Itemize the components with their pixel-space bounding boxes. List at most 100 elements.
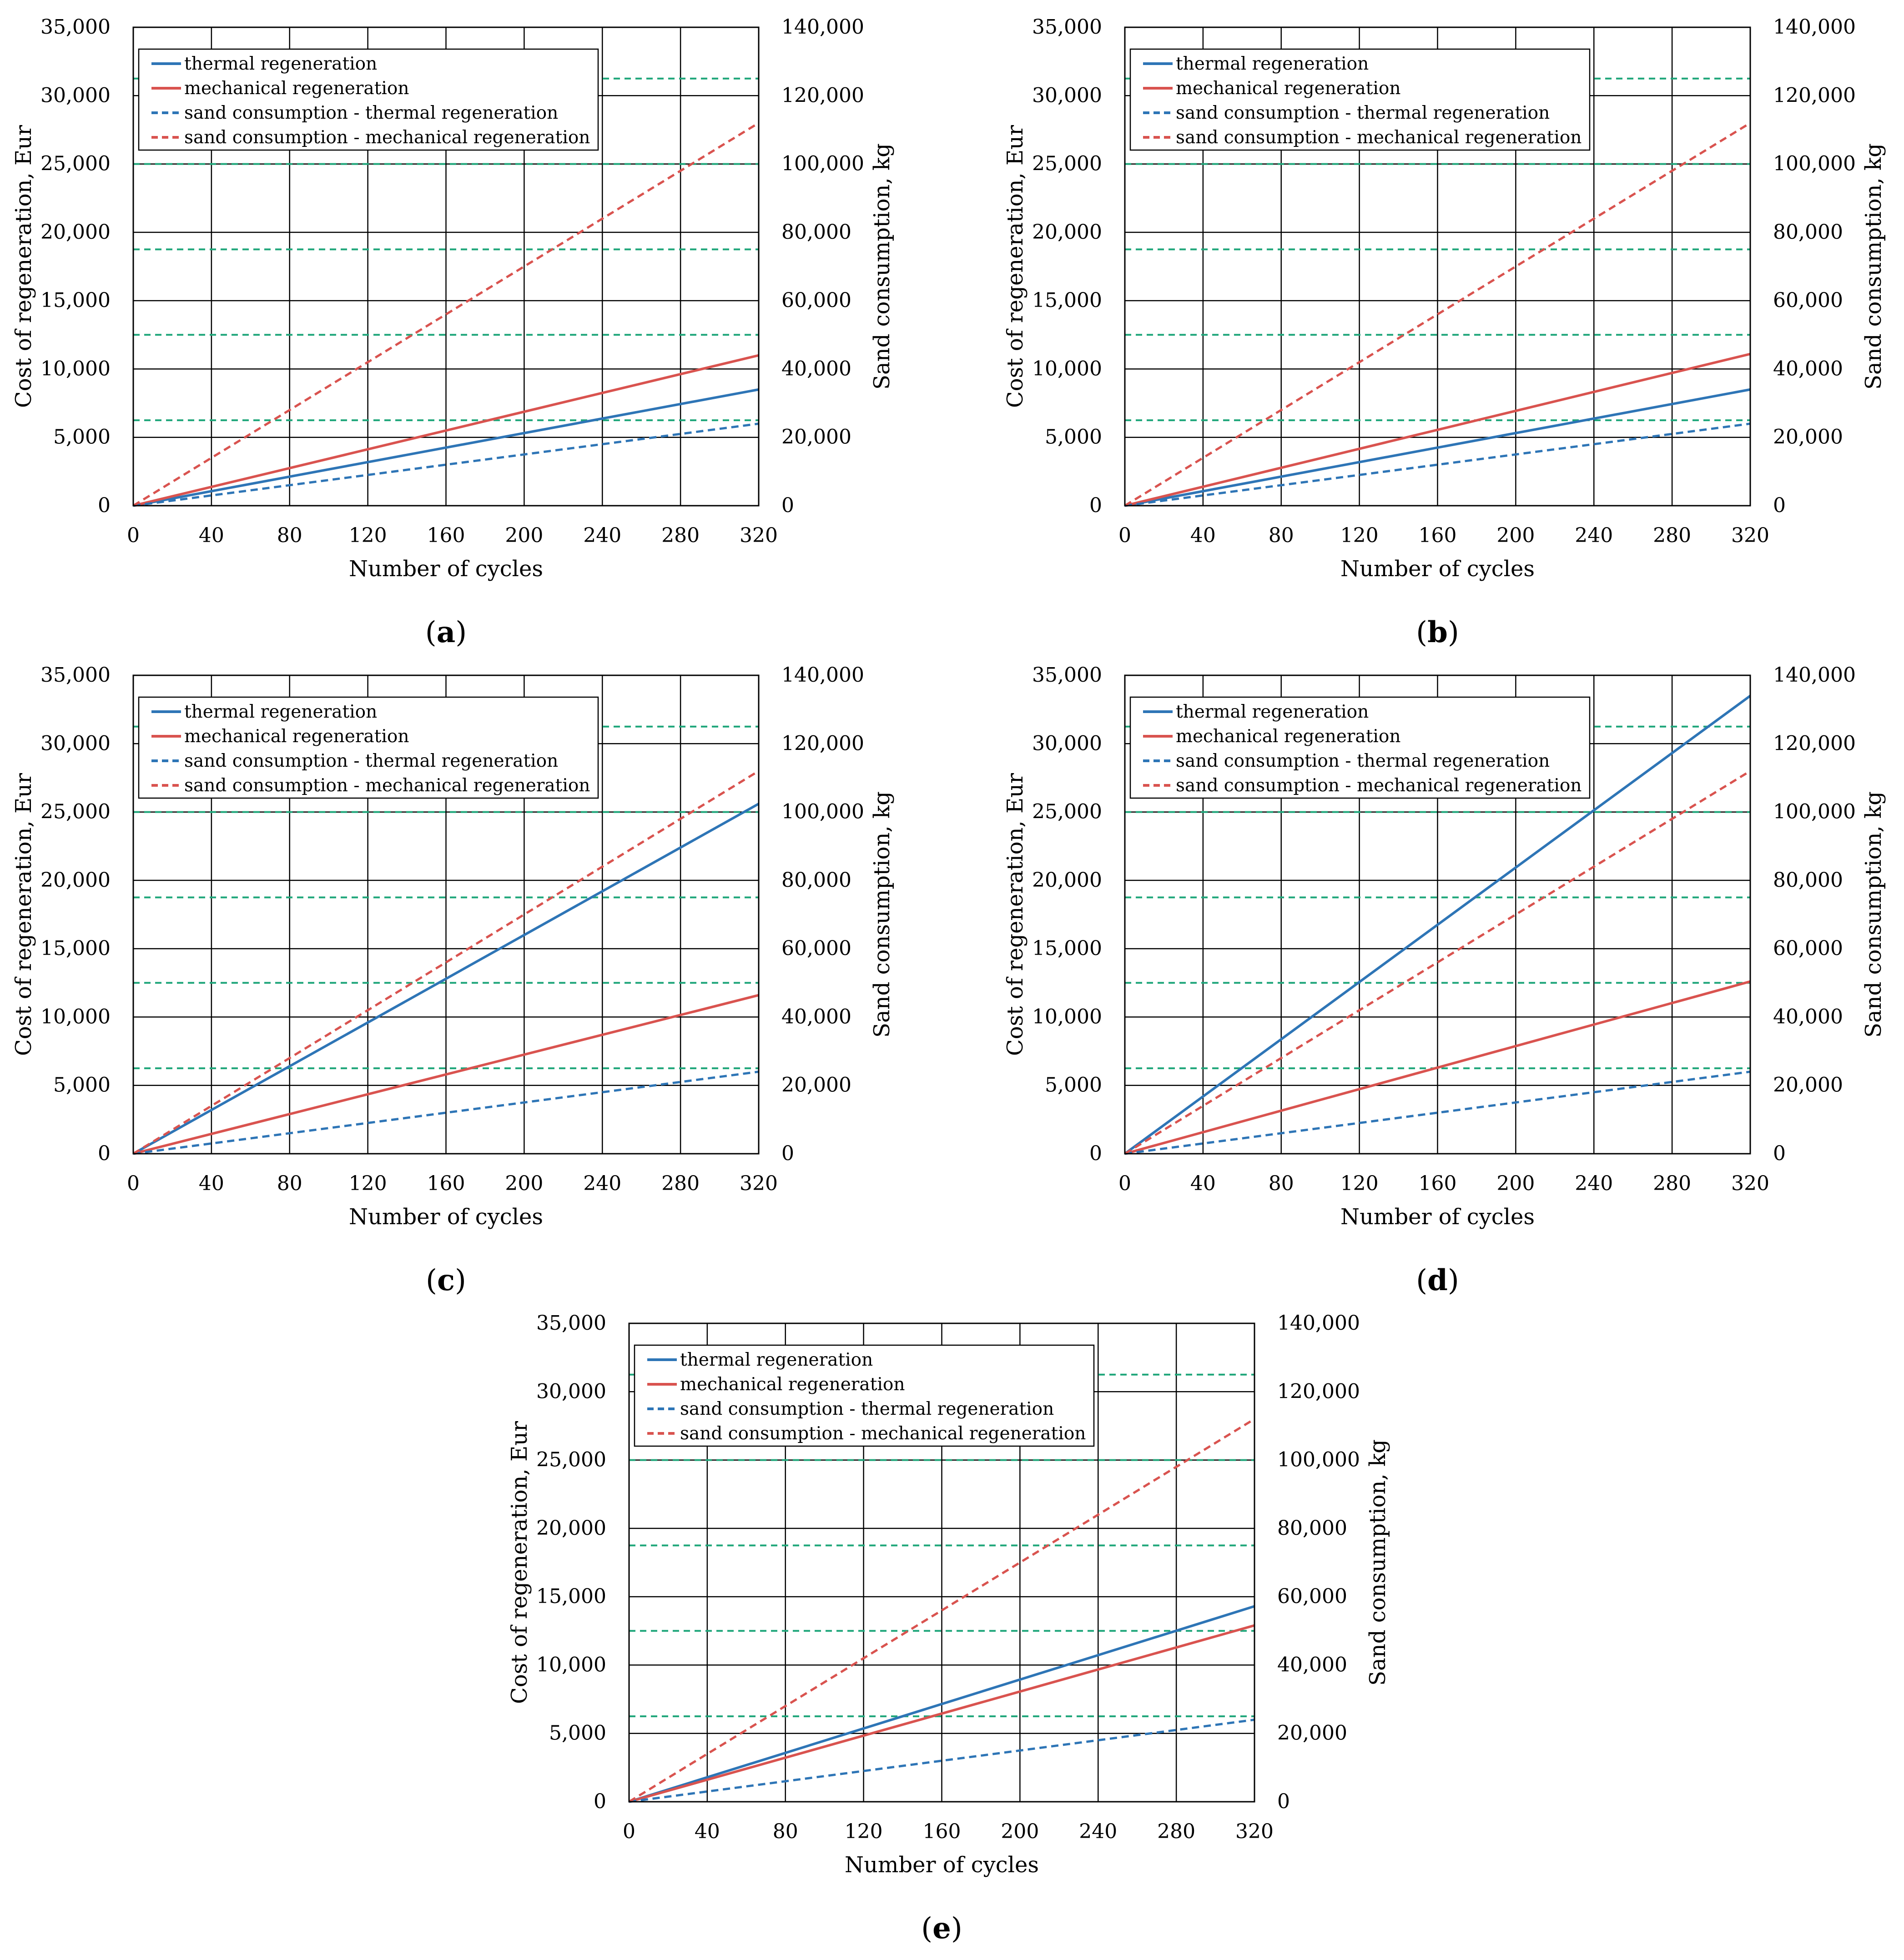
y-left-tick: 30,000 <box>536 1380 606 1403</box>
y-right-tick: 140,000 <box>1773 663 1856 687</box>
caption-open-paren: ( <box>921 1912 932 1945</box>
legend-entry: sand consumption - mechanical regenerati… <box>1176 127 1582 148</box>
x-tick: 40 <box>199 524 224 547</box>
y-right-tick: 40,000 <box>1773 1005 1843 1028</box>
series-line-4 <box>1124 770 1751 1155</box>
y-right-tick: 60,000 <box>1773 289 1843 312</box>
y-left-tick: 0 <box>98 494 111 517</box>
caption-close-paren: ) <box>455 616 467 649</box>
legend-entry: sand consumption - thermal regeneration <box>1176 751 1550 771</box>
panel-caption: (c) <box>426 1263 466 1297</box>
legend-entry: mechanical regeneration <box>184 78 409 99</box>
x-tick: 240 <box>583 1172 621 1195</box>
y-right-tick: 100,000 <box>1773 152 1856 176</box>
x-tick: 240 <box>583 524 621 547</box>
panel-caption: (a) <box>425 615 467 649</box>
y-left-tick: 30,000 <box>40 732 111 755</box>
y-right-tick: 40,000 <box>1277 1653 1347 1676</box>
y-left-tick: 30,000 <box>40 84 111 107</box>
legend-entry: mechanical regeneration <box>184 726 409 747</box>
x-tick: 0 <box>127 524 140 547</box>
x-axis-label: Number of cycles <box>349 556 543 582</box>
chart-svg-d: thermal regeneration mechanical regenerat… <box>1002 663 1886 1297</box>
series-line-1 <box>1124 694 1751 1155</box>
caption-close-paren: ) <box>1448 616 1459 649</box>
y-left-tick: 15,000 <box>40 937 111 960</box>
y-left-tick: 15,000 <box>40 289 111 312</box>
legend-entry: sand consumption - thermal regeneration <box>680 1399 1054 1419</box>
legend-entry: mechanical regeneration <box>1176 726 1400 747</box>
y-left-tick: 5,000 <box>549 1722 606 1745</box>
y-left-tick: 25,000 <box>1032 152 1102 176</box>
y-left-tick: 0 <box>1089 1142 1102 1165</box>
plot-border <box>132 26 760 507</box>
caption-open-paren: ( <box>1416 1264 1427 1297</box>
x-tick: 120 <box>1340 1172 1379 1195</box>
y-left-tick: 5,000 <box>53 426 111 449</box>
legend-entry: mechanical regeneration <box>1176 78 1400 99</box>
y-left-tick: 15,000 <box>1032 289 1102 312</box>
chart-svg-a: thermal regeneration mechanical regenerat… <box>11 15 895 649</box>
y-left-tick: 20,000 <box>40 221 111 244</box>
y-left-tick: 10,000 <box>40 1005 111 1028</box>
series-line-4 <box>628 1418 1255 1803</box>
y-left-tick: 20,000 <box>1032 869 1102 892</box>
y-left-tick: 30,000 <box>1032 84 1102 107</box>
series-line-3 <box>1124 1070 1751 1155</box>
series-line-2 <box>1124 980 1751 1155</box>
y-right-tick: 140,000 <box>781 15 864 39</box>
x-tick: 160 <box>1419 1172 1457 1195</box>
legend: thermal regeneration mechanical regenerat… <box>1129 48 1591 151</box>
y-right-tick: 60,000 <box>781 937 851 960</box>
y-right-tick: 100,000 <box>1277 1448 1360 1472</box>
x-tick: 200 <box>1496 1172 1535 1195</box>
y-right-tick: 0 <box>1773 1142 1786 1165</box>
panel-caption: (b) <box>1416 615 1459 649</box>
caption-open-paren: ( <box>1416 616 1427 649</box>
y-right-tick: 20,000 <box>1773 426 1843 449</box>
y-right-axis-label: Sand consumption, kg <box>1861 143 1886 390</box>
y-left-tick: 0 <box>1089 494 1102 517</box>
x-tick: 280 <box>1653 1172 1691 1195</box>
x-tick: 40 <box>1190 1172 1216 1195</box>
legend: thermal regeneration mechanical regenerat… <box>1129 696 1591 799</box>
y-right-tick: 40,000 <box>781 357 851 380</box>
y-left-tick: 10,000 <box>1032 1005 1102 1028</box>
legend-box <box>138 48 599 151</box>
legend-entry: mechanical regeneration <box>680 1374 905 1395</box>
y-right-tick: 120,000 <box>781 84 864 107</box>
x-tick: 80 <box>1269 1172 1294 1195</box>
y-right-tick: 120,000 <box>781 732 864 755</box>
legend-entry: thermal regeneration <box>1176 702 1369 722</box>
chart-panel-c: thermal regeneration mechanical regenerat… <box>0 648 952 1298</box>
caption-letter: d <box>1427 1263 1448 1297</box>
x-tick: 320 <box>1731 524 1769 547</box>
series-line-2 <box>133 354 759 507</box>
series-line-4 <box>1124 122 1751 507</box>
y-left-tick: 35,000 <box>1032 15 1102 39</box>
y-left-tick: 0 <box>594 1790 606 1813</box>
y-right-axis-label: Sand consumption, kg <box>869 143 895 390</box>
legend-box <box>1129 696 1591 799</box>
y-left-tick: 5,000 <box>53 1074 111 1097</box>
x-tick: 160 <box>427 1172 465 1195</box>
legend-box <box>1129 48 1591 151</box>
x-tick: 0 <box>1118 524 1131 547</box>
x-tick: 80 <box>1269 524 1294 547</box>
x-tick: 240 <box>1079 1820 1117 1843</box>
y-left-tick: 30,000 <box>1032 732 1102 755</box>
chart-panel-d: thermal regeneration mechanical regenerat… <box>992 648 1904 1298</box>
y-right-tick: 60,000 <box>1773 937 1843 960</box>
series-line-1 <box>133 388 759 507</box>
series-line-2 <box>629 1624 1255 1803</box>
legend-entry: sand consumption - thermal regeneration <box>1176 103 1550 123</box>
y-right-tick: 120,000 <box>1277 1380 1360 1403</box>
y-right-tick: 40,000 <box>781 1005 851 1028</box>
x-tick: 80 <box>277 1172 302 1195</box>
chart-svg-b: thermal regeneration mechanical regenerat… <box>1002 15 1886 649</box>
y-left-axis-label: Cost of regeneration, Eur <box>1002 125 1028 408</box>
chart-panel-e: thermal regeneration mechanical regenerat… <box>496 1296 1448 1946</box>
x-tick: 320 <box>740 1172 778 1195</box>
y-right-tick: 20,000 <box>781 1074 851 1097</box>
y-right-tick: 80,000 <box>1277 1517 1347 1540</box>
